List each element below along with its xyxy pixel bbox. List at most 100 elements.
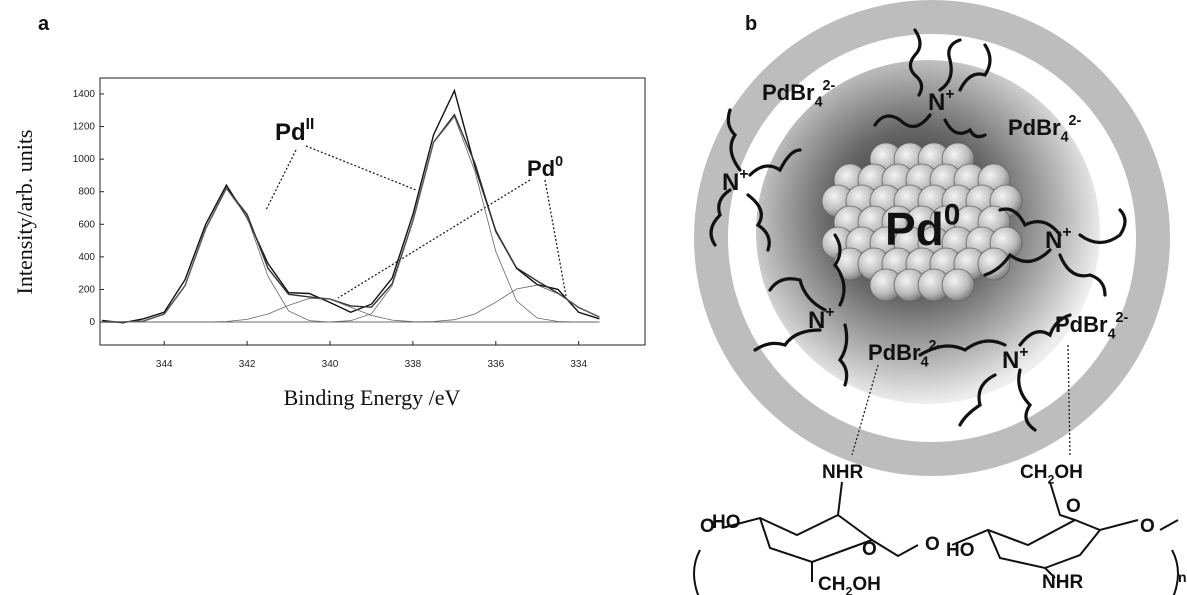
anion-label: PdBr42-: [762, 78, 835, 111]
chitosan-label-text: O: [925, 534, 940, 555]
chitosan-label-text: O: [1066, 496, 1081, 517]
cation-label-text: N: [1002, 347, 1019, 374]
cation-label-sup: +: [825, 304, 834, 321]
cation-label: N+: [1045, 224, 1071, 254]
anion-label-sup: 2-: [929, 338, 942, 354]
anion-label: PdBr42-: [1055, 310, 1128, 343]
cation-label-sup: +: [1019, 344, 1028, 361]
chitosan-label: n: [1178, 569, 1187, 585]
annotation: PdII: [275, 116, 314, 146]
y-tick-label: 600: [78, 219, 95, 230]
chitosan-label-sub: 2: [845, 585, 852, 595]
cation-label: N+: [928, 86, 954, 116]
y-tick-label: 400: [78, 252, 95, 263]
y-tick-label: 200: [78, 284, 95, 295]
anion-label-sub: 4: [815, 95, 823, 111]
chitosan-label-text: O: [1140, 516, 1155, 537]
chitosan-label-text: NHR: [822, 462, 863, 483]
chitosan-label-text: HO: [946, 540, 975, 561]
pd-atom: [977, 247, 1011, 281]
x-tick-label: 342: [239, 359, 256, 370]
chitosan-label-sub: 2: [1047, 473, 1054, 487]
cation-label: N+: [722, 166, 748, 196]
leader-line: [337, 179, 567, 299]
chitosan-label: O: [925, 534, 940, 555]
annotation: Pd0: [527, 154, 563, 181]
x-tick-label: 336: [487, 359, 504, 370]
chitosan-label-text: CH: [1020, 462, 1047, 483]
annotation-text: Pd: [527, 156, 555, 181]
anion-label-text: PdBr: [762, 80, 815, 105]
x-tick-label: 334: [570, 359, 587, 370]
chitosan-label: NHR: [822, 462, 863, 483]
data-line: [102, 88, 600, 324]
data-line: [102, 116, 600, 323]
pd-atom: [941, 268, 975, 302]
chitosan-label: O: [862, 539, 877, 560]
cation-label-text: N: [722, 169, 739, 196]
anion-label-text: PdBr: [1055, 312, 1108, 337]
chitosan-label-tail: OH: [1054, 462, 1083, 483]
anion-label-sup: 2-: [1116, 310, 1129, 326]
chitosan-label-text: n: [1178, 569, 1187, 585]
anion-label-sub: 4: [921, 355, 929, 371]
anion-label: PdBr42-: [868, 338, 941, 371]
cation-label-sup: +: [1062, 224, 1071, 241]
anion-label-text: PdBr: [868, 340, 921, 365]
y-tick-label: 1200: [73, 122, 96, 133]
chitosan-label-tail: OH: [852, 574, 881, 595]
pd-cluster: [821, 142, 1023, 302]
panel-label: a: [38, 13, 50, 35]
x-axis-title: Binding Energy /eV: [284, 385, 461, 410]
cation-label-sup: +: [945, 86, 954, 103]
y-tick-label: 800: [78, 187, 95, 198]
plot-frame: [99, 77, 646, 346]
annotation-sup: II: [306, 116, 315, 133]
x-tick-label: 344: [156, 359, 173, 370]
data-line: [102, 113, 600, 323]
cation-label-text: N: [1045, 227, 1062, 254]
data-line: [102, 284, 600, 323]
anion-label-sup: 2-: [1069, 113, 1082, 129]
chitosan-label-text: HO: [712, 512, 741, 533]
chitosan-label-text: CH: [818, 574, 845, 595]
cation-label: N+: [1002, 344, 1028, 374]
annotation-sup: 0: [555, 154, 563, 170]
core-label-sup: 0: [944, 198, 961, 231]
anion-label-sup: 2-: [823, 78, 836, 94]
y-tick-label: 1000: [73, 154, 96, 165]
cation-label: N+: [808, 304, 834, 334]
anion-label-text: PdBr: [1008, 115, 1061, 140]
chitosan-label: O: [1066, 496, 1081, 517]
anion-label-sub: 4: [1061, 130, 1069, 146]
y-tick-label: 1400: [73, 89, 96, 100]
core-label: Pd0: [885, 198, 960, 255]
y-tick-label: 0: [89, 317, 95, 328]
panel-label: b: [745, 13, 757, 35]
x-tick-label: 340: [322, 359, 339, 370]
leader-line: [265, 145, 417, 211]
chitosan-label: CH2OH: [818, 574, 881, 595]
chitosan-label-text: O: [862, 539, 877, 560]
chitosan-label-text: O: [700, 516, 715, 537]
anion-label: PdBr42-: [1008, 113, 1081, 146]
chitosan-label: O: [1140, 516, 1155, 537]
y-axis-title: Intensity/arb. units: [12, 130, 37, 295]
nanoparticle-diagram: bPd0PdBr42-PdBr42-PdBr42-PdBr42-N+N+N+N+…: [693, 0, 1187, 595]
chitosan-label: HO: [946, 540, 975, 561]
annotation-text: Pd: [275, 119, 306, 146]
x-tick-label: 338: [405, 359, 422, 370]
cation-label-sup: +: [739, 166, 748, 183]
chitosan-label: NHR: [1042, 572, 1083, 593]
ligand-chains: [709, 28, 1127, 432]
chitosan-label: HO: [712, 512, 741, 533]
cation-label-text: N: [808, 307, 825, 334]
xps-chart: a Binding Energy /eV Intensity/arb. unit…: [12, 13, 646, 410]
chitosan-label-text: NHR: [1042, 572, 1083, 593]
chitosan-label: CH2OH: [1020, 462, 1083, 487]
chitosan-label: O: [700, 516, 715, 537]
chitosan-backbone: [693, 481, 1179, 595]
data-line: [102, 188, 600, 323]
core-label-text: Pd: [885, 203, 944, 255]
